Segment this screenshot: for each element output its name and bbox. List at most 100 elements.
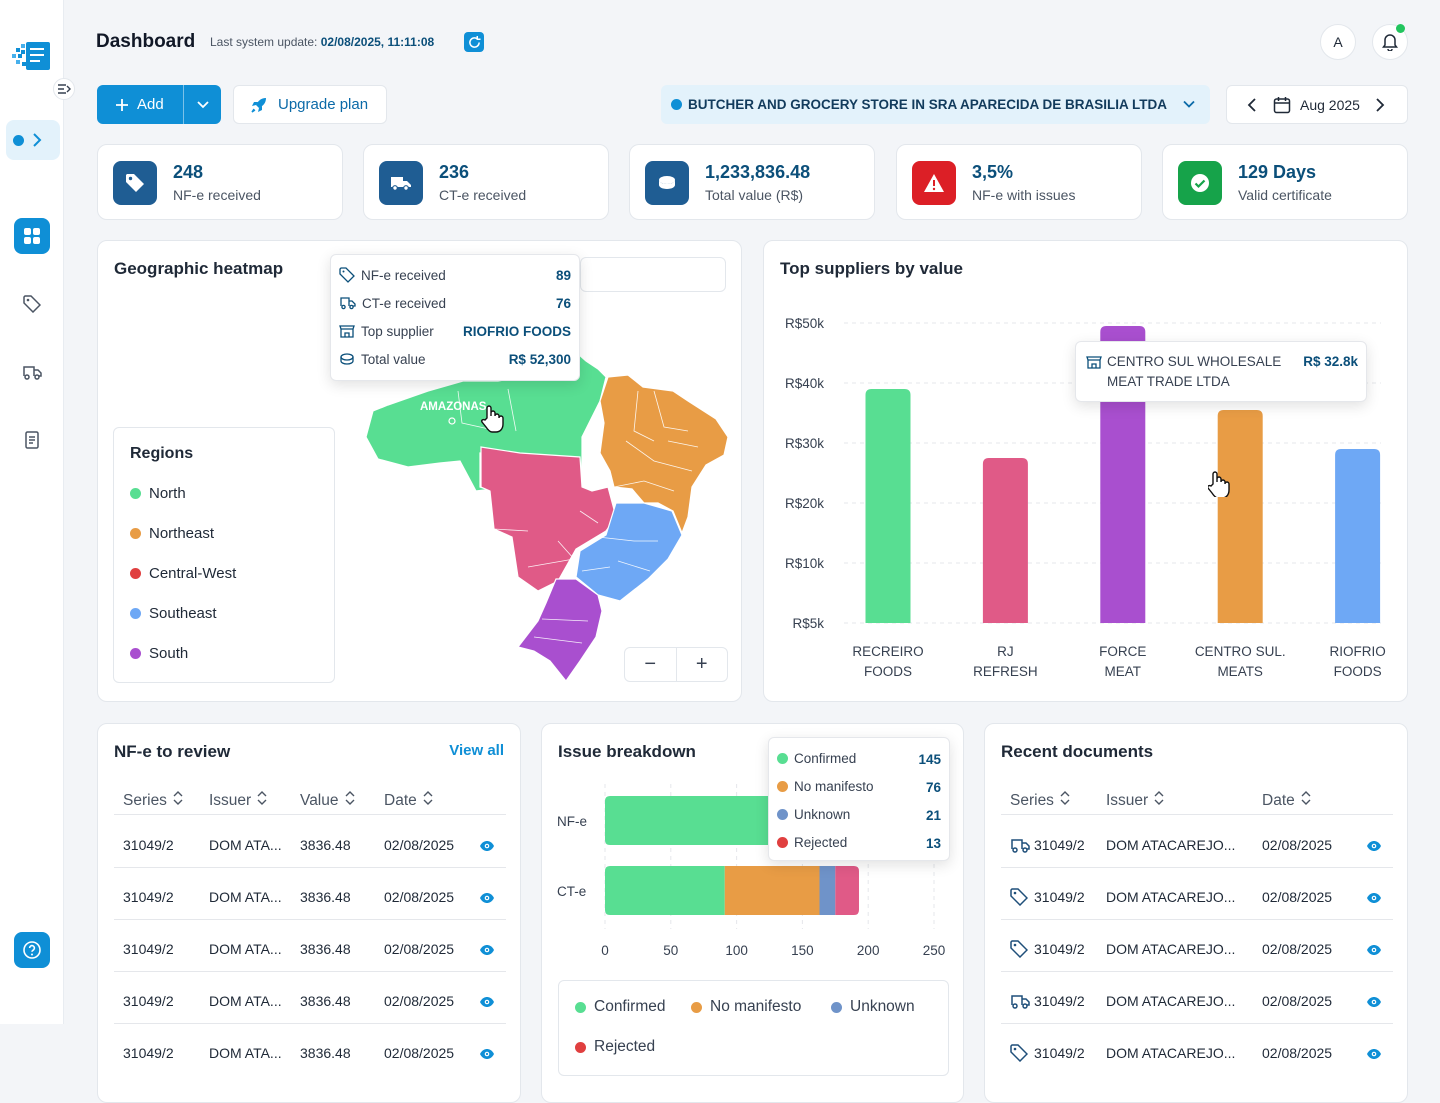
column-header-issuer[interactable]: Issuer (209, 790, 267, 811)
eye-icon[interactable] (1366, 890, 1382, 906)
tooltip-row: Unknown (777, 807, 850, 822)
bar-segment[interactable] (835, 866, 859, 915)
bar-segment[interactable] (605, 796, 796, 845)
stat-card-issues: 3,5% NF-e with issues (896, 144, 1142, 220)
company-switcher-toggle[interactable] (6, 120, 60, 160)
column-header-issuer[interactable]: Issuer (1106, 790, 1164, 811)
tooltip-supplier-value: R$ 32.8k (1303, 354, 1358, 369)
column-header-date[interactable]: Date (384, 790, 433, 811)
bar[interactable] (1217, 410, 1263, 623)
eye-icon[interactable] (1366, 838, 1382, 854)
cell-series: 31049/2 (1034, 837, 1085, 853)
x-tick-label: 50 (663, 943, 678, 958)
row-divider (114, 1023, 506, 1024)
recent-title: Recent documents (1001, 742, 1154, 761)
eye-icon[interactable] (479, 942, 495, 958)
x-tick-label: FOODS (864, 664, 912, 679)
region-central-west[interactable]: Central-West (130, 565, 236, 582)
sort-icon[interactable] (257, 790, 267, 811)
sort-icon[interactable] (173, 790, 183, 811)
column-header-series[interactable]: Series (123, 790, 183, 811)
bar[interactable] (982, 458, 1028, 623)
heatmap-title: Geographic heatmap (114, 259, 284, 278)
region-south[interactable]: South (130, 645, 188, 662)
sort-icon[interactable] (1154, 790, 1164, 811)
map-southeast[interactable] (575, 502, 683, 602)
bar-segment[interactable] (724, 866, 820, 915)
bar[interactable] (865, 389, 911, 623)
eye-icon[interactable] (479, 838, 495, 854)
sidebar-item-dashboard[interactable] (14, 218, 50, 254)
cell-series: 31049/2 (1034, 889, 1085, 905)
notification-badge (1396, 24, 1405, 33)
help-button[interactable] (14, 932, 50, 968)
legend-item[interactable]: No manifesto (691, 998, 801, 1016)
bar-segment[interactable] (819, 866, 836, 915)
eye-icon[interactable] (1366, 942, 1382, 958)
x-tick-label: MEAT (1105, 664, 1142, 679)
sidebar-item-documents[interactable] (14, 422, 50, 458)
sort-icon[interactable] (1301, 790, 1311, 811)
suppliers-title: Top suppliers by value (780, 259, 963, 278)
sidebar-item-cte[interactable] (14, 354, 50, 390)
legend-label: Confirmed (594, 998, 666, 1015)
x-tick-label: 100 (725, 943, 748, 958)
plus-icon (116, 98, 128, 111)
sort-icon[interactable] (1060, 790, 1070, 811)
legend-dot (575, 1041, 586, 1053)
sort-icon[interactable] (345, 790, 355, 811)
column-header-value[interactable]: Value (300, 790, 355, 811)
eye-icon[interactable] (479, 994, 495, 1010)
eye-icon[interactable] (479, 1046, 495, 1062)
cell-date: 02/08/2025 (1262, 1045, 1333, 1061)
y-tick-label: R$20k (785, 496, 824, 511)
column-header-date[interactable]: Date (1262, 790, 1311, 811)
cell-series: 31049/2 (1034, 1045, 1085, 1061)
region-north[interactable]: North (130, 485, 186, 502)
column-header-series[interactable]: Series (1010, 790, 1070, 811)
y-tick-label: R$50k (785, 316, 824, 331)
eye-icon[interactable] (1366, 994, 1382, 1010)
heatmap-tooltip: NF-e received 89 CT-e received 76 Top su… (330, 254, 580, 381)
region-northeast[interactable]: Northeast (130, 525, 214, 542)
bar[interactable] (1335, 449, 1381, 623)
bar-segment[interactable] (605, 866, 725, 915)
add-dropdown-toggle[interactable] (184, 100, 221, 109)
chevron-down-icon (1183, 100, 1195, 108)
eye-icon[interactable] (479, 890, 495, 906)
sidebar-collapse-button[interactable] (53, 78, 75, 100)
legend-item[interactable]: Rejected (575, 1038, 655, 1056)
chevron-left-icon[interactable] (1247, 97, 1257, 112)
status-dot (13, 134, 24, 146)
map-search-input[interactable] (580, 257, 726, 292)
map-south[interactable] (516, 578, 603, 683)
y-tick-label: CT-e (557, 884, 586, 899)
notifications-button[interactable] (1372, 24, 1408, 60)
cell-series: 31049/2 (123, 837, 174, 853)
zoom-out-button[interactable]: − (625, 648, 677, 681)
legend-item[interactable]: Confirmed (575, 998, 666, 1016)
cursor-hand-icon (1208, 471, 1230, 497)
brazil-map: AMAZONAS (365, 344, 729, 683)
legend-item[interactable]: Unknown (831, 998, 915, 1016)
eye-icon[interactable] (1366, 1046, 1382, 1062)
map-central-west[interactable] (480, 446, 617, 592)
view-all-link[interactable]: View all (449, 742, 504, 759)
upgrade-plan-button[interactable]: Upgrade plan (233, 85, 387, 124)
sort-icon[interactable] (423, 790, 433, 811)
add-button[interactable]: Add (97, 85, 184, 124)
region-southeast[interactable]: Southeast (130, 605, 217, 622)
tag-icon (339, 267, 355, 283)
company-selector[interactable]: BUTCHER AND GROCERY STORE IN SRA APARECI… (661, 85, 1210, 124)
avatar[interactable]: A (1320, 24, 1356, 60)
map-northeast[interactable] (599, 374, 729, 535)
sidebar-item-nfe[interactable] (14, 286, 50, 322)
refresh-button[interactable] (464, 32, 484, 52)
chevron-right-icon[interactable] (1375, 97, 1385, 112)
cell-issuer: DOM ATACAREJO... (1106, 941, 1236, 957)
app-logo[interactable] (12, 40, 52, 72)
legend-dot (777, 753, 788, 764)
recent-card: Recent documents Series Issuer Date 31049/2… (984, 723, 1408, 1103)
zoom-in-button[interactable]: + (695, 653, 708, 675)
tooltip-row-nfe: NF-e received (339, 267, 446, 283)
